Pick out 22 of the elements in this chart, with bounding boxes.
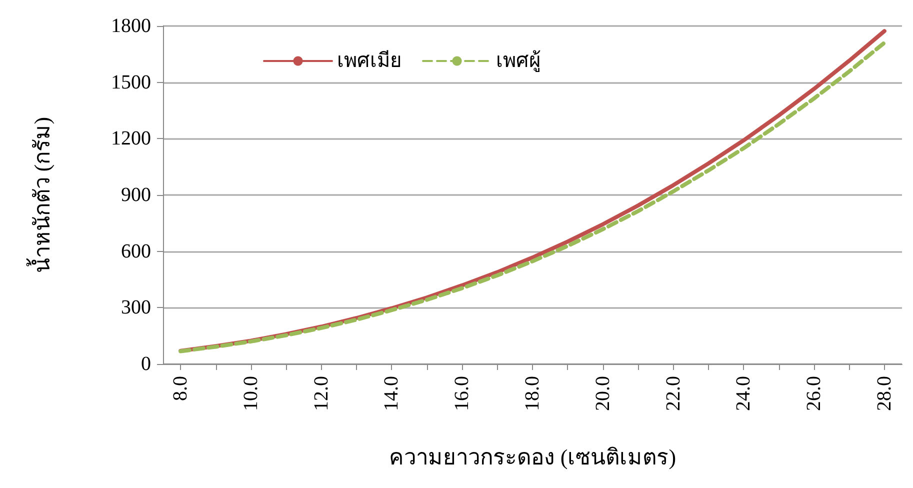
y-tick-label: 900	[121, 184, 151, 206]
y-tick-label: 300	[121, 296, 151, 319]
y-tick-label: 600	[121, 240, 151, 262]
x-tick-label: 8.0	[170, 376, 192, 401]
x-tick-label: 20.0	[592, 376, 614, 411]
y-tick-label: 1500	[111, 71, 151, 94]
x-axis-title: ความยาวกระดอง (เซนติเมตร)	[388, 444, 676, 470]
x-tick-label: 10.0	[240, 376, 262, 411]
x-tick-label: 14.0	[380, 376, 403, 411]
y-axis-title: น้ำหนักตัว (กรัม)	[26, 116, 54, 274]
x-tick-label: 22.0	[662, 376, 684, 411]
x-tick-label: 26.0	[803, 376, 826, 411]
legend-label: เพศเมีย	[337, 50, 402, 72]
x-tick-label: 18.0	[522, 376, 544, 411]
legend-label: เพศผู้	[496, 50, 541, 73]
x-tick-label: 24.0	[732, 376, 755, 411]
y-tick-label: 1200	[111, 128, 151, 150]
x-tick-label: 12.0	[310, 376, 332, 411]
x-tick-label: 16.0	[451, 376, 474, 411]
x-tick-label: 28.0	[873, 376, 896, 411]
y-tick-label: 0	[141, 353, 151, 375]
y-tick-label: 1800	[111, 15, 151, 37]
